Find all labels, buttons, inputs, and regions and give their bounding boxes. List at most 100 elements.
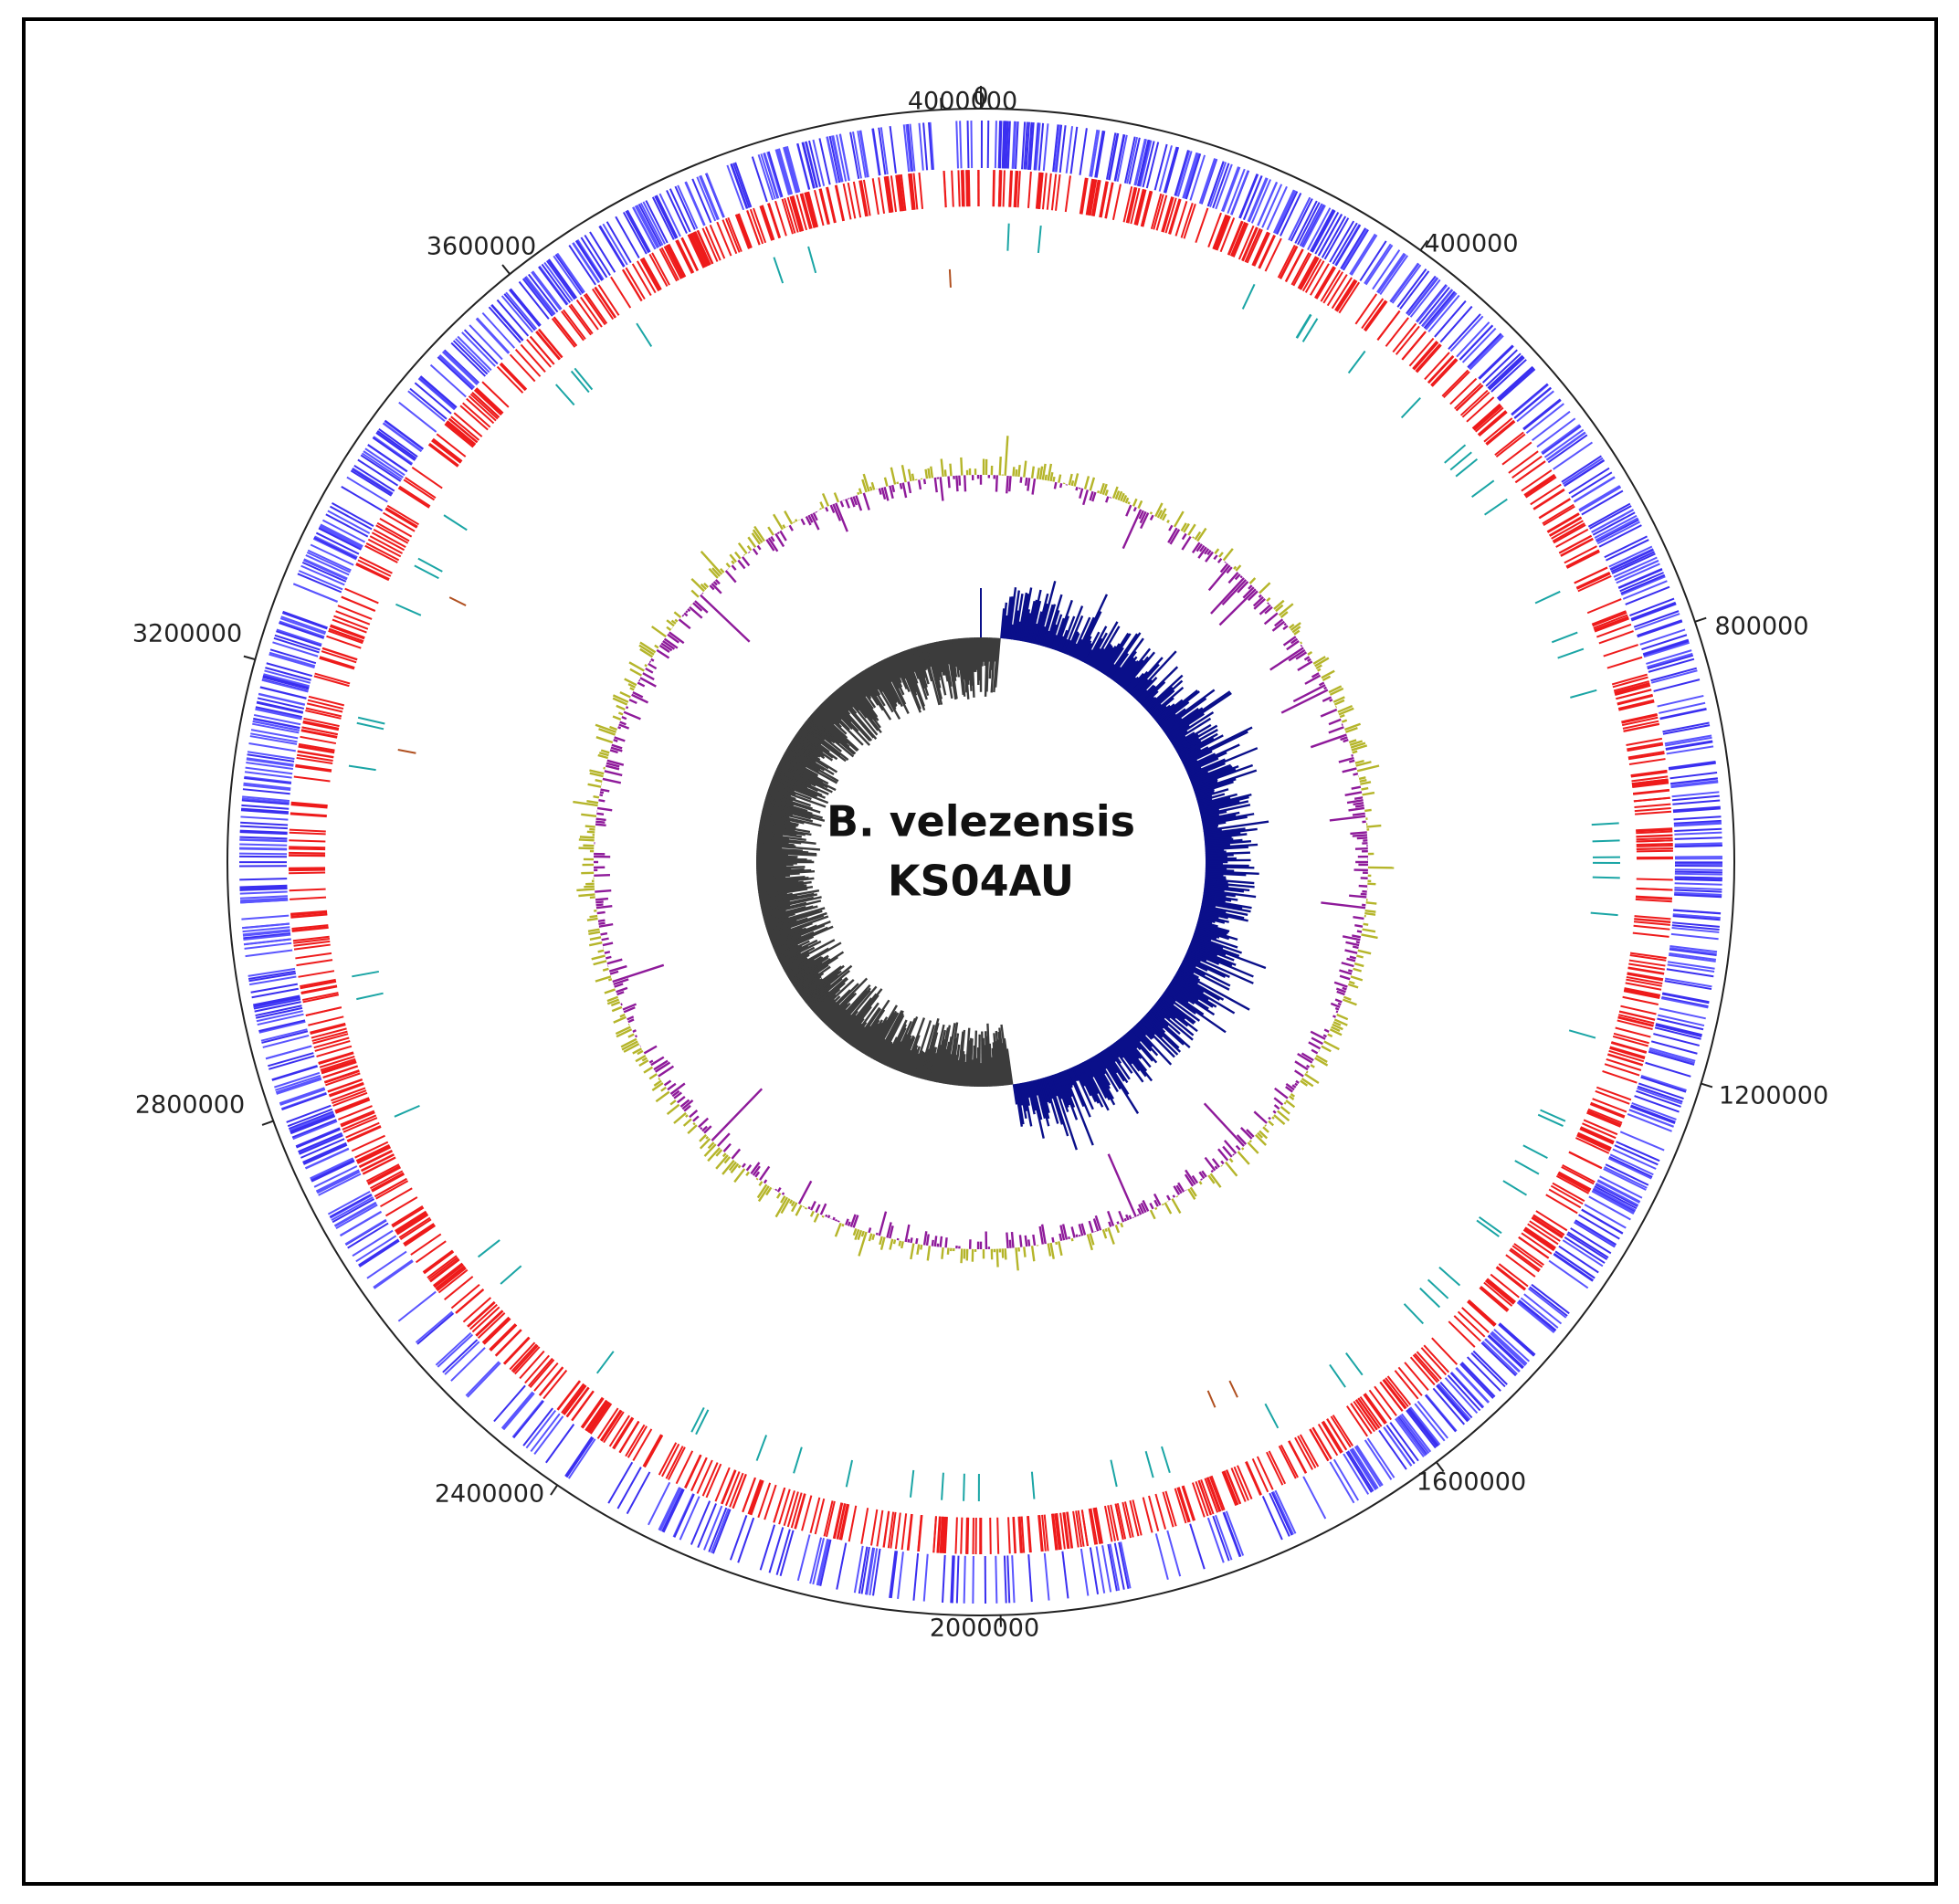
gc-bar — [685, 610, 689, 614]
gene — [1483, 1281, 1513, 1307]
gc-bar — [793, 521, 795, 524]
gc-bar — [1285, 1086, 1293, 1093]
gene — [502, 1393, 535, 1431]
gc-bar — [1285, 1082, 1295, 1091]
gene — [525, 1409, 557, 1449]
gc-bar — [879, 1236, 883, 1246]
gene — [1215, 163, 1233, 210]
gc-bar — [1191, 542, 1201, 553]
gene — [826, 136, 838, 184]
gc-bar — [774, 1196, 789, 1218]
gc-bar — [721, 1152, 727, 1158]
skew-bar — [901, 651, 926, 711]
gc-bar — [927, 468, 932, 479]
skew-bar — [1101, 1050, 1118, 1074]
gene — [303, 717, 340, 728]
skew-bar — [1204, 833, 1248, 840]
gene — [303, 558, 348, 580]
gc-bar — [925, 1234, 930, 1247]
gc-bar — [669, 1099, 677, 1106]
gene — [1611, 552, 1656, 574]
skew-bar — [918, 646, 927, 671]
gene — [627, 209, 651, 253]
gene — [1359, 1395, 1383, 1427]
gene — [334, 1097, 370, 1112]
skew-bar — [1089, 1057, 1114, 1099]
gene — [481, 381, 510, 408]
gene — [1416, 1351, 1442, 1380]
gc-bar — [1283, 623, 1287, 626]
gc-bar — [781, 1192, 785, 1195]
gene — [293, 940, 331, 947]
gc-bar — [588, 941, 603, 947]
skew-bar — [1192, 778, 1218, 790]
skew-bar — [1163, 992, 1176, 1003]
gene — [350, 469, 393, 497]
gc-bar — [837, 1220, 840, 1223]
gene — [305, 1006, 342, 1017]
gene — [355, 1144, 390, 1162]
gene — [1027, 171, 1032, 208]
gc-bar — [598, 921, 606, 925]
gene — [1617, 568, 1663, 589]
gene — [1412, 341, 1438, 370]
skew-bar — [962, 637, 970, 700]
gc-bar — [607, 978, 613, 982]
gene — [1496, 365, 1533, 400]
gc-bar — [708, 567, 719, 579]
gene — [1636, 849, 1673, 853]
gene — [295, 763, 332, 772]
gene — [1642, 639, 1690, 656]
gc-bar — [1114, 1224, 1121, 1234]
gc-bar — [601, 937, 609, 941]
gc-bar — [1139, 510, 1147, 524]
skew-bar — [844, 682, 874, 721]
skew-bar — [787, 956, 824, 980]
gc-bar — [776, 531, 780, 535]
gc-bar — [1347, 983, 1359, 989]
reverse-genes — [289, 170, 1673, 1555]
gene — [403, 479, 436, 501]
gene — [1632, 782, 1669, 788]
gene — [356, 1146, 391, 1164]
gc-bar — [920, 1244, 923, 1250]
gc-bar — [638, 1059, 649, 1068]
gene — [1638, 1082, 1684, 1099]
skew-bar — [795, 734, 834, 762]
gene — [548, 258, 578, 299]
gene — [943, 1516, 947, 1553]
gene — [571, 1390, 595, 1422]
gene — [1089, 179, 1098, 216]
gene — [1490, 359, 1527, 393]
gene — [1343, 1453, 1370, 1495]
gene — [1631, 780, 1669, 786]
gene — [705, 173, 725, 218]
skew-bar — [817, 706, 848, 735]
rna — [1161, 1446, 1171, 1474]
gc-bar — [1154, 502, 1164, 518]
gc-bar — [892, 1239, 897, 1245]
skew-bar — [1160, 995, 1196, 1024]
gene — [735, 214, 751, 249]
gene — [262, 1034, 310, 1048]
gene — [1153, 143, 1168, 191]
gc-bar — [757, 1185, 770, 1203]
gene — [966, 170, 970, 207]
gc-bar — [1338, 756, 1354, 763]
gc-bar — [586, 800, 599, 805]
skew-bar — [848, 1002, 879, 1045]
gene — [1266, 185, 1288, 231]
gene — [329, 1193, 373, 1218]
gene — [450, 342, 487, 377]
strain-name: KS04AU — [888, 857, 1074, 906]
gene — [583, 294, 606, 326]
gc-bar — [628, 699, 637, 705]
skew-bar — [1205, 864, 1249, 868]
rna — [755, 1435, 768, 1461]
gene — [475, 1310, 504, 1337]
gene — [240, 815, 289, 821]
skew-bar — [1124, 1033, 1138, 1049]
skew-bar — [887, 657, 903, 688]
gene — [384, 1196, 418, 1217]
gene — [295, 952, 332, 960]
